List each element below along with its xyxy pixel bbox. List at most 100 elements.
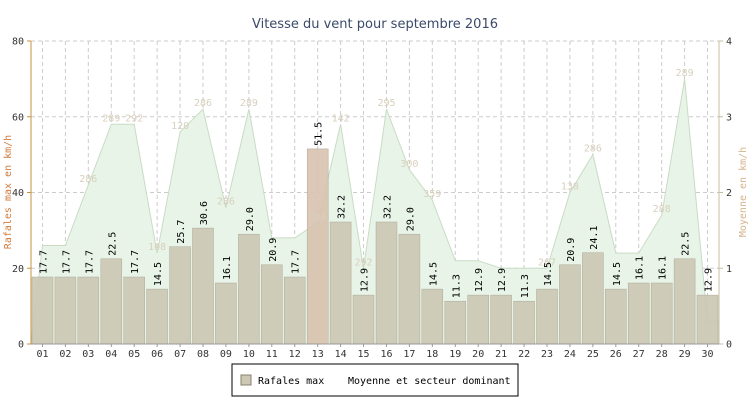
- left-tick-label: 60: [12, 112, 24, 123]
- bar-value-label: 22.5: [107, 232, 118, 256]
- x-tick-label: 12: [289, 349, 301, 360]
- x-tick-label: 06: [151, 349, 163, 360]
- bar-value-label: 17.7: [291, 250, 302, 274]
- bar-value-label: 17.7: [130, 250, 141, 274]
- bar-day-28: [650, 282, 673, 345]
- x-tick-label: 09: [220, 349, 232, 360]
- direction-label: 142: [332, 113, 350, 124]
- x-axis-ticks: 01 02 03 04 05 06 07 08 09 10 11 12 13 14 15 16 17 18 19 20…: [36, 344, 714, 360]
- x-tick-label: 07: [174, 349, 186, 360]
- bar-day-27: [627, 282, 650, 345]
- direction-label: 292: [354, 257, 372, 268]
- bar-day-04: [100, 258, 123, 345]
- x-tick-label: 21: [495, 349, 507, 360]
- x-tick-label: 16: [380, 349, 392, 360]
- bar-day-07: [169, 246, 191, 345]
- bar-value-label: 12.9: [704, 268, 715, 292]
- bar-value-label: 17.7: [84, 250, 95, 274]
- legend: Rafales max Moyenne et secteur dominant: [231, 363, 519, 397]
- x-tick-label: 25: [587, 349, 599, 360]
- x-tick-label: 14: [335, 349, 347, 360]
- bar-day-03: [77, 276, 100, 345]
- x-tick-label: 20: [472, 349, 484, 360]
- direction-label: 136: [309, 212, 327, 223]
- bar-value-label: 22.5: [681, 232, 692, 256]
- bar-day-29: [673, 258, 696, 345]
- direction-label: 359: [423, 189, 441, 200]
- direction-label: 138: [561, 182, 579, 193]
- bar-day-22: [513, 300, 535, 345]
- bar-day-19: [444, 300, 467, 345]
- bar-value-label: 12.9: [474, 268, 485, 292]
- direction-label: 286: [584, 144, 602, 155]
- bar-day-05: [123, 276, 145, 345]
- bar-day-13: [306, 148, 329, 345]
- right-axis-label: Moyenne en km/h: [738, 147, 749, 237]
- bar-day-14: [329, 221, 352, 345]
- bar-value-label: 17.7: [39, 250, 50, 274]
- bar-day-30: [696, 294, 719, 345]
- bar-day-25: [582, 252, 604, 345]
- bar-value-label: 32.2: [383, 195, 394, 219]
- left-axis-label: Rafales max en km/h: [3, 135, 14, 249]
- bar-value-label: 14.5: [612, 262, 623, 286]
- bar-value-label: 25.7: [176, 220, 187, 244]
- direction-label: 289: [676, 68, 694, 79]
- right-tick-label: 2: [726, 188, 732, 199]
- direction-label: 300: [400, 159, 418, 170]
- direction-label: 286: [217, 197, 235, 208]
- bar-day-02: [54, 276, 77, 345]
- x-tick-label: 19: [449, 349, 461, 360]
- direction-label: 295: [377, 98, 395, 109]
- direction-labels: 286 289 292 108 120 286 286 289 136 142 292 295 300 3…: [79, 68, 693, 268]
- chart-title: Vitesse du vent pour septembre 2016: [252, 17, 498, 32]
- bar-day-26: [605, 288, 627, 345]
- direction-label: 120: [171, 121, 189, 132]
- bar-value-label: 30.6: [199, 201, 210, 225]
- right-tick-label: 3: [726, 112, 732, 123]
- bar-value-label: 16.1: [658, 256, 669, 280]
- bar-value-label: 12.9: [497, 268, 508, 292]
- right-tick-label: 1: [726, 264, 732, 275]
- bar-value-label: 12.9: [360, 268, 371, 292]
- legend-swatch-gusts: [240, 374, 252, 386]
- bar-value-labels: 17.7 17.7 17.7 22.5 17.7 14.5 25.7 30.6 16.1 29.0…: [39, 122, 715, 298]
- bar-day-24: [559, 264, 581, 345]
- x-tick-label: 23: [541, 349, 553, 360]
- bar-day-01: [31, 276, 54, 345]
- bar-day-17: [398, 233, 421, 345]
- bar-value-label: 16.1: [222, 256, 233, 280]
- bar-value-label: 11.3: [451, 274, 462, 298]
- x-tick-label: 18: [426, 349, 438, 360]
- right-tick-label: 0: [726, 340, 732, 351]
- bar-value-label: 17.7: [61, 250, 72, 274]
- bar-value-label: 14.5: [543, 262, 554, 286]
- bar-value-label: 20.9: [566, 238, 577, 262]
- bar-value-label: 14.5: [153, 262, 164, 286]
- x-tick-label: 22: [518, 349, 530, 360]
- bar-day-09: [215, 282, 237, 345]
- x-tick-label: 17: [403, 349, 415, 360]
- x-tick-label: 08: [197, 349, 209, 360]
- bar-day-20: [467, 294, 489, 345]
- x-tick-label: 04: [105, 349, 117, 360]
- right-axis-ticks: 0 1 2 3 4: [719, 37, 732, 351]
- x-tick-label: 02: [59, 349, 71, 360]
- direction-label: 286: [79, 174, 97, 185]
- legend-entry-gusts: Rafales max: [258, 376, 324, 387]
- x-tick-label: 27: [633, 349, 645, 360]
- left-tick-label: 40: [12, 188, 24, 199]
- legend-entry-average: Moyenne et secteur dominant: [348, 376, 511, 387]
- bar-day-12: [283, 276, 306, 345]
- bar-day-18: [421, 288, 444, 345]
- bar-day-15: [352, 294, 375, 345]
- x-tick-label: 01: [36, 349, 48, 360]
- bar-day-16: [375, 221, 398, 345]
- direction-label: 286: [194, 98, 212, 109]
- direction-label: 292: [125, 113, 143, 124]
- bar-value-label: 32.2: [337, 195, 348, 219]
- x-tick-label: 26: [610, 349, 622, 360]
- bar-value-label: 29.0: [245, 207, 256, 231]
- x-tick-label: 29: [679, 349, 691, 360]
